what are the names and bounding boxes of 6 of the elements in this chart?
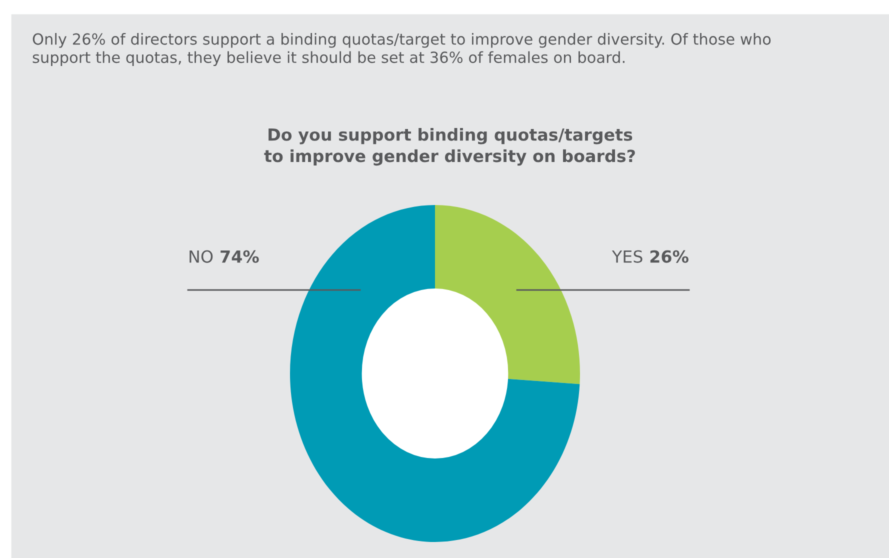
text: Only 26% of directors support a binding quotas/target to improve gender diversity. Of those who support the quotas, they believe it should be set at 36% of females on board.: [32, 33, 771, 66]
slice-label: YES: [612, 250, 642, 263]
data-label: 74%: [220, 250, 259, 263]
data-label: 26%: [650, 250, 688, 263]
slice-label: NO: [190, 250, 213, 263]
chart-title: Do you support binding quotas/targets to improve gender diversity on boards?: [264, 128, 635, 166]
